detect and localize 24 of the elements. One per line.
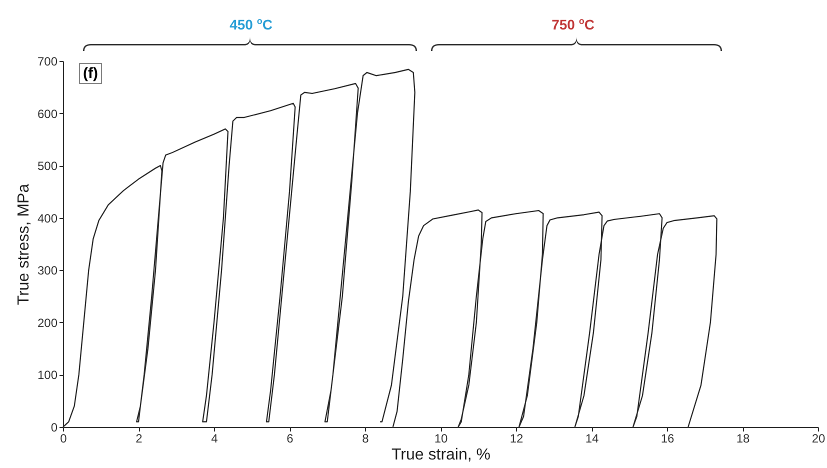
x-tick-label: 20 (812, 432, 826, 446)
y-tick-label: 700 (37, 54, 58, 68)
y-tick-label: 600 (37, 106, 58, 121)
x-tick-label: 2 (136, 432, 143, 446)
y-tick-label: 400 (37, 211, 58, 226)
y-tick-label: 300 (37, 264, 58, 278)
annotation: (f) (79, 63, 102, 84)
text: 750 $^{o}$C (552, 16, 594, 33)
x-tick-label: 8 (362, 432, 370, 446)
x-tick-label: 18 (736, 432, 750, 446)
y-tick-label: 0 (50, 420, 58, 434)
x-tick-label: 16 (660, 432, 674, 446)
x-tick-label: 14 (585, 432, 599, 446)
y-axis-title: True stress, MPa (15, 184, 32, 306)
y-tick-label: 500 (37, 159, 58, 174)
x-tick-label: 10 (434, 432, 448, 446)
y-tick-label: 100 (37, 368, 58, 382)
x-axis-title: True strain, % (392, 446, 490, 464)
x-tick-label: 0 (60, 432, 68, 446)
x-tick-label: 6 (286, 432, 294, 446)
y-tick-label: 200 (37, 316, 58, 330)
x-tick-label: 12 (510, 432, 524, 446)
text: 450 $^{o}$C (230, 16, 272, 33)
x-tick-label: 4 (211, 432, 218, 446)
